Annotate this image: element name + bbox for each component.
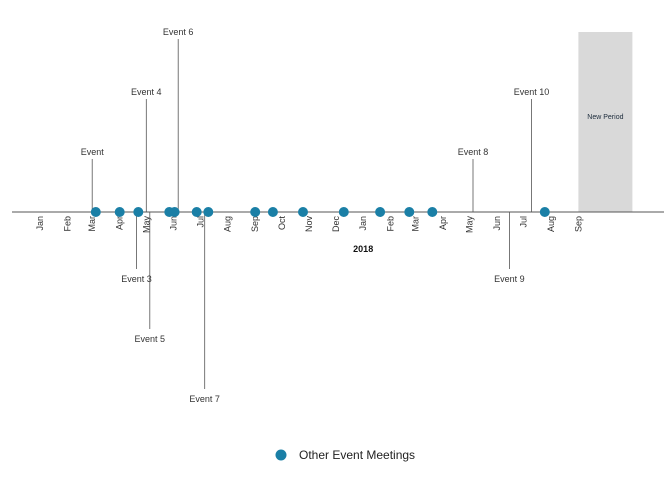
tick-label: Jan [35,216,45,231]
meeting-point [191,207,202,217]
tick-label: Sep [250,216,260,232]
event-label: Event 5 [135,334,166,344]
meeting-point [539,207,550,217]
tick-label: May [141,216,151,234]
tick-label: Dec [331,216,341,233]
event-label: Event 10 [514,87,550,97]
period-band [578,32,633,212]
meeting-points [90,207,550,217]
tick-label: Jun [169,216,179,231]
meeting-point [427,207,438,217]
tick-label: Nov [304,216,314,233]
event-label: Event 4 [131,87,162,97]
legend-label: Other Event Meetings [299,448,415,462]
tick-label: Apr [438,216,448,230]
event-label: Event 8 [458,147,489,157]
tick-label: Jan [358,216,368,231]
tick-label: Jul [195,216,205,228]
event-stems [91,39,532,389]
tick-label: Aug [546,216,556,232]
meeting-point [169,207,180,217]
tick-labels: Jan Feb Mar Apr May Jun Jul Aug Sep Oct Nov Dec Jan F… [35,216,583,234]
tick-label: Jul [519,216,529,228]
event-label: Event 9 [494,274,525,284]
meeting-point [203,207,214,217]
tick-label: Feb [63,216,73,232]
event-label: Event 7 [189,394,220,404]
legend-marker [275,449,287,461]
tick-label: Aug [223,216,233,232]
meeting-point [133,207,144,217]
meeting-point [298,207,308,217]
event-label: Event 6 [163,27,194,37]
period-layer: New Period [578,32,633,212]
event-label: Event [81,147,105,157]
meeting-point [250,207,261,217]
meeting-point [90,207,101,217]
tick-label: Sep [573,216,583,232]
tick-label: Feb [386,216,396,232]
meeting-point [375,207,386,217]
event-label: Event 3 [121,274,152,284]
meeting-point [267,207,278,217]
tick-label: Mar [411,216,421,232]
event-labels: Event Event 3 Event 4 Event 5 Event 6 Event 7… [81,27,550,404]
tick-label: Apr [115,216,125,230]
legend: Other Event Meetings [275,448,415,462]
meeting-point [404,207,415,217]
tick-label: Oct [277,216,287,231]
tick-label: Jun [492,216,502,231]
tick-label: May [465,216,475,234]
year-label: 2018 [353,244,373,254]
meeting-point [338,207,349,217]
meeting-point [114,207,125,217]
period-label: New Period [587,114,623,121]
tick-label: Mar [87,216,97,232]
